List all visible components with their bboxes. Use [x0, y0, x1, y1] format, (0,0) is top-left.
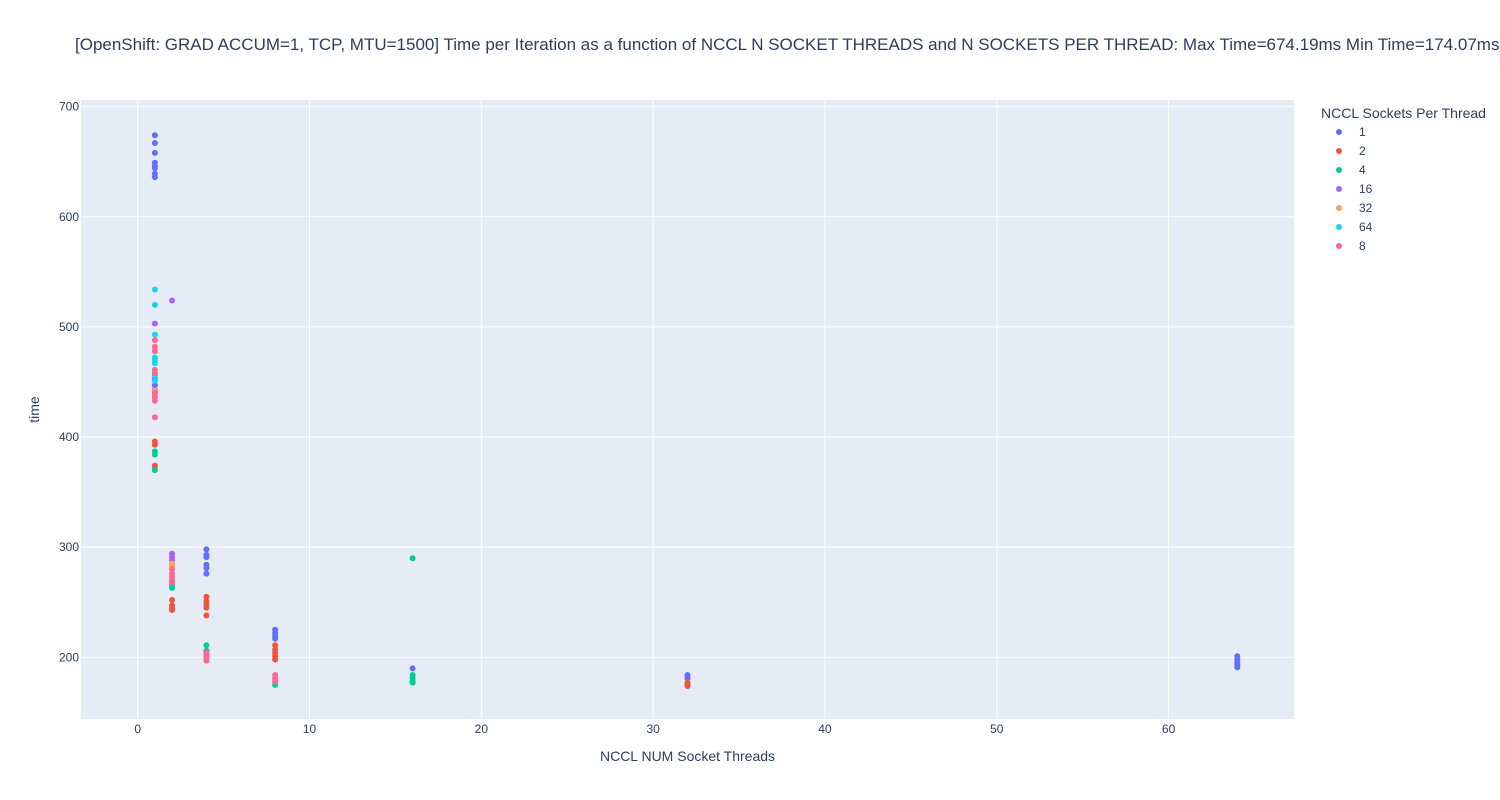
- data-point: [169, 597, 176, 604]
- data-point: [272, 678, 279, 685]
- x-tick-labels: 0 10 20 30 40 50 60: [134, 722, 1175, 736]
- data-point: [169, 606, 176, 613]
- legend-marker: [1336, 243, 1342, 249]
- data-point: [203, 604, 210, 611]
- data-point: [203, 570, 210, 577]
- y-gridlines: [81, 106, 1294, 658]
- data-point: [203, 546, 210, 553]
- legend-marker: [1336, 148, 1342, 154]
- legend-marker: [1336, 167, 1342, 173]
- data-point: [151, 360, 158, 367]
- legend-marker: [1336, 205, 1342, 211]
- data-point: [151, 397, 158, 404]
- data-point: [151, 414, 158, 421]
- series-1: [151, 132, 1241, 682]
- legend-marker: [1336, 186, 1342, 192]
- data-point: [151, 132, 158, 139]
- legend-item-64[interactable]: 64: [1336, 220, 1373, 234]
- data-points: [151, 132, 1241, 689]
- data-point: [272, 635, 279, 642]
- x-tick-label: 0: [134, 722, 141, 736]
- data-point: [151, 343, 158, 350]
- legend-label: 4: [1359, 163, 1366, 177]
- legend-marker: [1336, 129, 1342, 135]
- data-point: [151, 174, 158, 181]
- data-point: [1234, 664, 1241, 671]
- y-tick-label: 400: [59, 430, 79, 444]
- data-point: [272, 656, 279, 663]
- data-point: [684, 675, 691, 682]
- y-tick-label: 600: [59, 210, 79, 224]
- legend-item-32[interactable]: 32: [1336, 201, 1373, 215]
- x-tick-label: 10: [303, 722, 317, 736]
- series-2: [151, 438, 691, 689]
- data-point: [151, 377, 158, 384]
- data-point: [151, 370, 158, 377]
- data-point: [203, 565, 210, 572]
- data-point: [151, 320, 158, 327]
- legend-label: 2: [1359, 144, 1366, 158]
- legend-label: 32: [1359, 201, 1373, 215]
- plot-area: [81, 100, 1294, 719]
- x-gridlines: [137, 100, 1170, 719]
- x-tick-label: 60: [1162, 722, 1176, 736]
- data-point: [151, 467, 158, 474]
- data-point: [151, 139, 158, 146]
- legend-item-1[interactable]: 1: [1336, 125, 1366, 139]
- data-point: [203, 642, 210, 649]
- legend-item-2[interactable]: 2: [1336, 144, 1366, 158]
- data-point: [169, 579, 176, 586]
- data-point: [272, 642, 279, 649]
- data-point: [151, 382, 158, 389]
- data-point: [169, 584, 176, 591]
- x-axis-title: NCCL NUM Socket Threads: [600, 748, 775, 764]
- y-tick-label: 500: [59, 320, 79, 334]
- data-point: [203, 554, 210, 561]
- data-point: [169, 566, 176, 573]
- data-point: [684, 682, 691, 689]
- data-point: [409, 679, 416, 686]
- data-point: [151, 337, 158, 344]
- y-tick-label: 300: [59, 540, 79, 554]
- y-tick-label: 700: [59, 100, 79, 114]
- data-point: [409, 665, 416, 672]
- data-point: [409, 555, 416, 562]
- x-tick-label: 50: [990, 722, 1004, 736]
- data-point: [203, 593, 210, 600]
- legend-label: 1: [1359, 125, 1366, 139]
- data-point: [151, 331, 158, 338]
- y-tick-label: 200: [59, 650, 79, 664]
- legend-label: 8: [1359, 239, 1366, 253]
- legend-label: 16: [1359, 182, 1373, 196]
- legend-title: NCCL Sockets Per Thread: [1321, 105, 1486, 121]
- data-point: [151, 441, 158, 448]
- y-axis-title: time: [26, 396, 42, 423]
- legend-marker: [1336, 224, 1342, 230]
- legend[interactable]: NCCL Sockets Per Thread 1 2 4 16 32 64 8: [1321, 105, 1486, 253]
- data-point: [151, 286, 158, 293]
- data-point: [169, 297, 176, 304]
- chart-title: [OpenShift: GRAD ACCUM=1, TCP, MTU=1500]…: [75, 35, 1499, 54]
- x-tick-label: 30: [646, 722, 660, 736]
- data-point: [203, 612, 210, 619]
- data-point: [151, 149, 158, 156]
- data-point: [151, 301, 158, 308]
- legend-label: 64: [1359, 220, 1373, 234]
- x-tick-label: 40: [818, 722, 832, 736]
- data-point: [203, 657, 210, 664]
- legend-item-16[interactable]: 16: [1336, 182, 1373, 196]
- legend-item-4[interactable]: 4: [1336, 163, 1366, 177]
- data-point: [151, 165, 158, 172]
- series-64: [151, 286, 158, 384]
- data-point: [151, 451, 158, 458]
- series-8: [151, 337, 279, 685]
- x-tick-label: 20: [475, 722, 489, 736]
- legend-item-8[interactable]: 8: [1336, 239, 1366, 253]
- data-point: [151, 348, 158, 355]
- y-tick-labels: 200 300 400 500 600 700: [59, 100, 79, 665]
- data-point: [151, 389, 158, 396]
